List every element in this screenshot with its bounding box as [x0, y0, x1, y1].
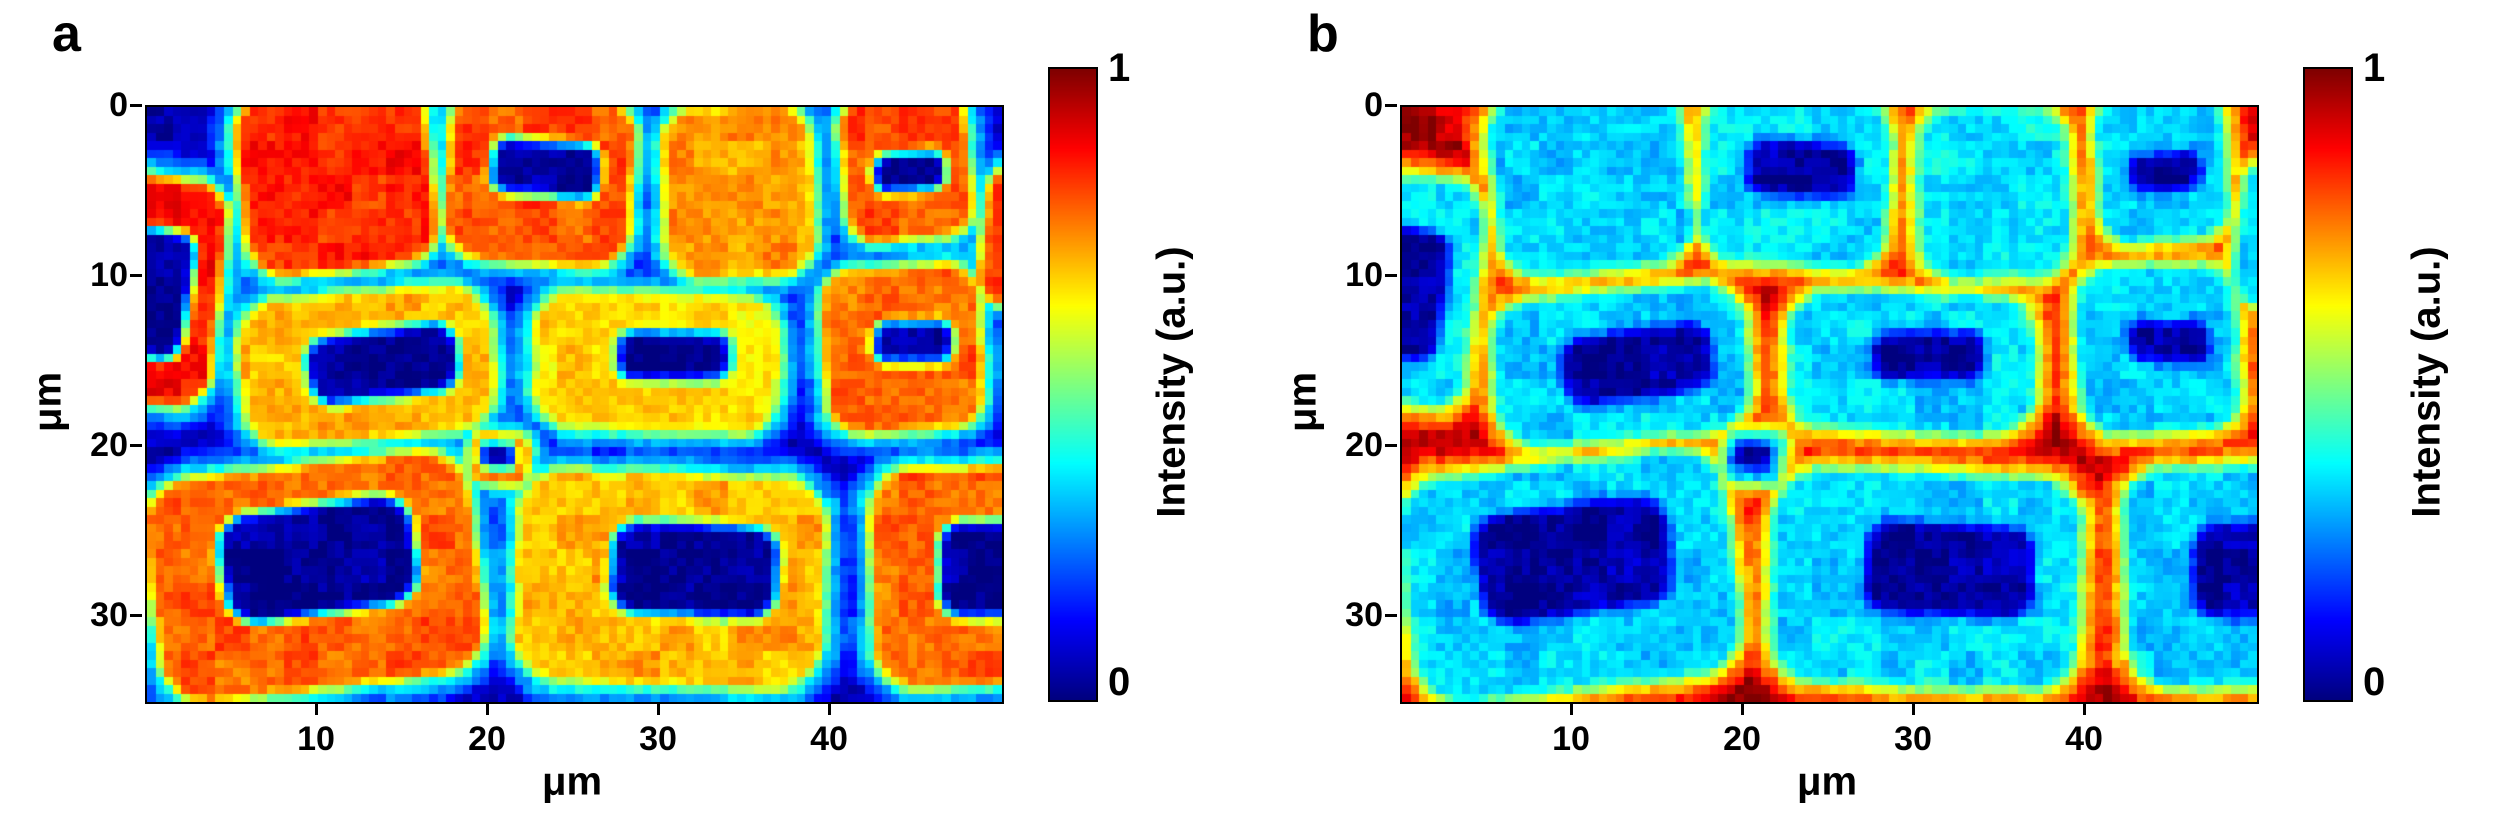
y-tick-label: 10	[1345, 256, 1383, 294]
x-tick-label: 40	[2065, 720, 2103, 758]
panel-a-letter: a	[52, 5, 81, 63]
y-axis-label-b: μm	[1280, 371, 1325, 433]
heatmap-canvas-b	[1402, 107, 2257, 702]
y-tick-label: 0	[109, 86, 128, 124]
y-tick-label: 30	[90, 596, 128, 634]
x-tick-mark	[2082, 703, 2086, 715]
colorbar-b	[2303, 67, 2353, 702]
y-tick-label: 0	[1364, 86, 1383, 124]
y-tick-mark	[1385, 273, 1397, 277]
x-tick-mark	[827, 703, 831, 715]
x-tick-mark	[1740, 703, 1744, 715]
colorbar-a	[1048, 67, 1098, 702]
y-tick-label: 30	[1345, 596, 1383, 634]
x-tick-mark	[1911, 703, 1915, 715]
panel-a: a μm μm 1 0 Intensity (a.u.) 10 20 30 40 0 10…	[0, 0, 1245, 829]
y-tick-mark	[130, 103, 142, 107]
x-tick-mark	[314, 703, 318, 715]
y-tick-label: 20	[90, 426, 128, 464]
y-tick-label: 10	[90, 256, 128, 294]
panel-b: b μm μm 1 0 Intensity (a.u.) 10 20 30 40 0 10…	[1255, 0, 2500, 829]
x-tick-label: 30	[1894, 720, 1932, 758]
colorbar-title-a: Intensity (a.u.)	[1149, 246, 1194, 518]
x-tick-label: 30	[639, 720, 677, 758]
colorbar-title-b: Intensity (a.u.)	[2404, 246, 2449, 518]
colorbar-canvas-a	[1050, 69, 1096, 700]
y-tick-mark	[1385, 103, 1397, 107]
x-tick-label: 40	[810, 720, 848, 758]
x-tick-mark	[485, 703, 489, 715]
colorbar-min-label-b: 0	[2363, 660, 2386, 704]
x-axis-label-b: μm	[1796, 759, 1858, 804]
panel-b-letter: b	[1307, 5, 1339, 63]
colorbar-max-label-b: 1	[2363, 46, 2386, 90]
y-tick-mark	[130, 273, 142, 277]
x-tick-mark	[1569, 703, 1573, 715]
x-axis-label-a: μm	[541, 759, 603, 804]
y-tick-label: 20	[1345, 426, 1383, 464]
x-tick-label: 10	[297, 720, 335, 758]
x-tick-label: 20	[1723, 720, 1761, 758]
colorbar-min-label-a: 0	[1108, 660, 1131, 704]
y-tick-mark	[1385, 613, 1397, 617]
x-tick-label: 10	[1552, 720, 1590, 758]
y-tick-mark	[1385, 443, 1397, 447]
heatmap-a	[145, 105, 1004, 704]
heatmap-b	[1400, 105, 2259, 704]
y-tick-mark	[130, 613, 142, 617]
x-tick-mark	[656, 703, 660, 715]
colorbar-canvas-b	[2305, 69, 2351, 700]
x-tick-label: 20	[468, 720, 506, 758]
colorbar-max-label-a: 1	[1108, 46, 1131, 90]
y-axis-label-a: μm	[25, 371, 70, 433]
heatmap-canvas-a	[147, 107, 1002, 702]
y-tick-mark	[130, 443, 142, 447]
